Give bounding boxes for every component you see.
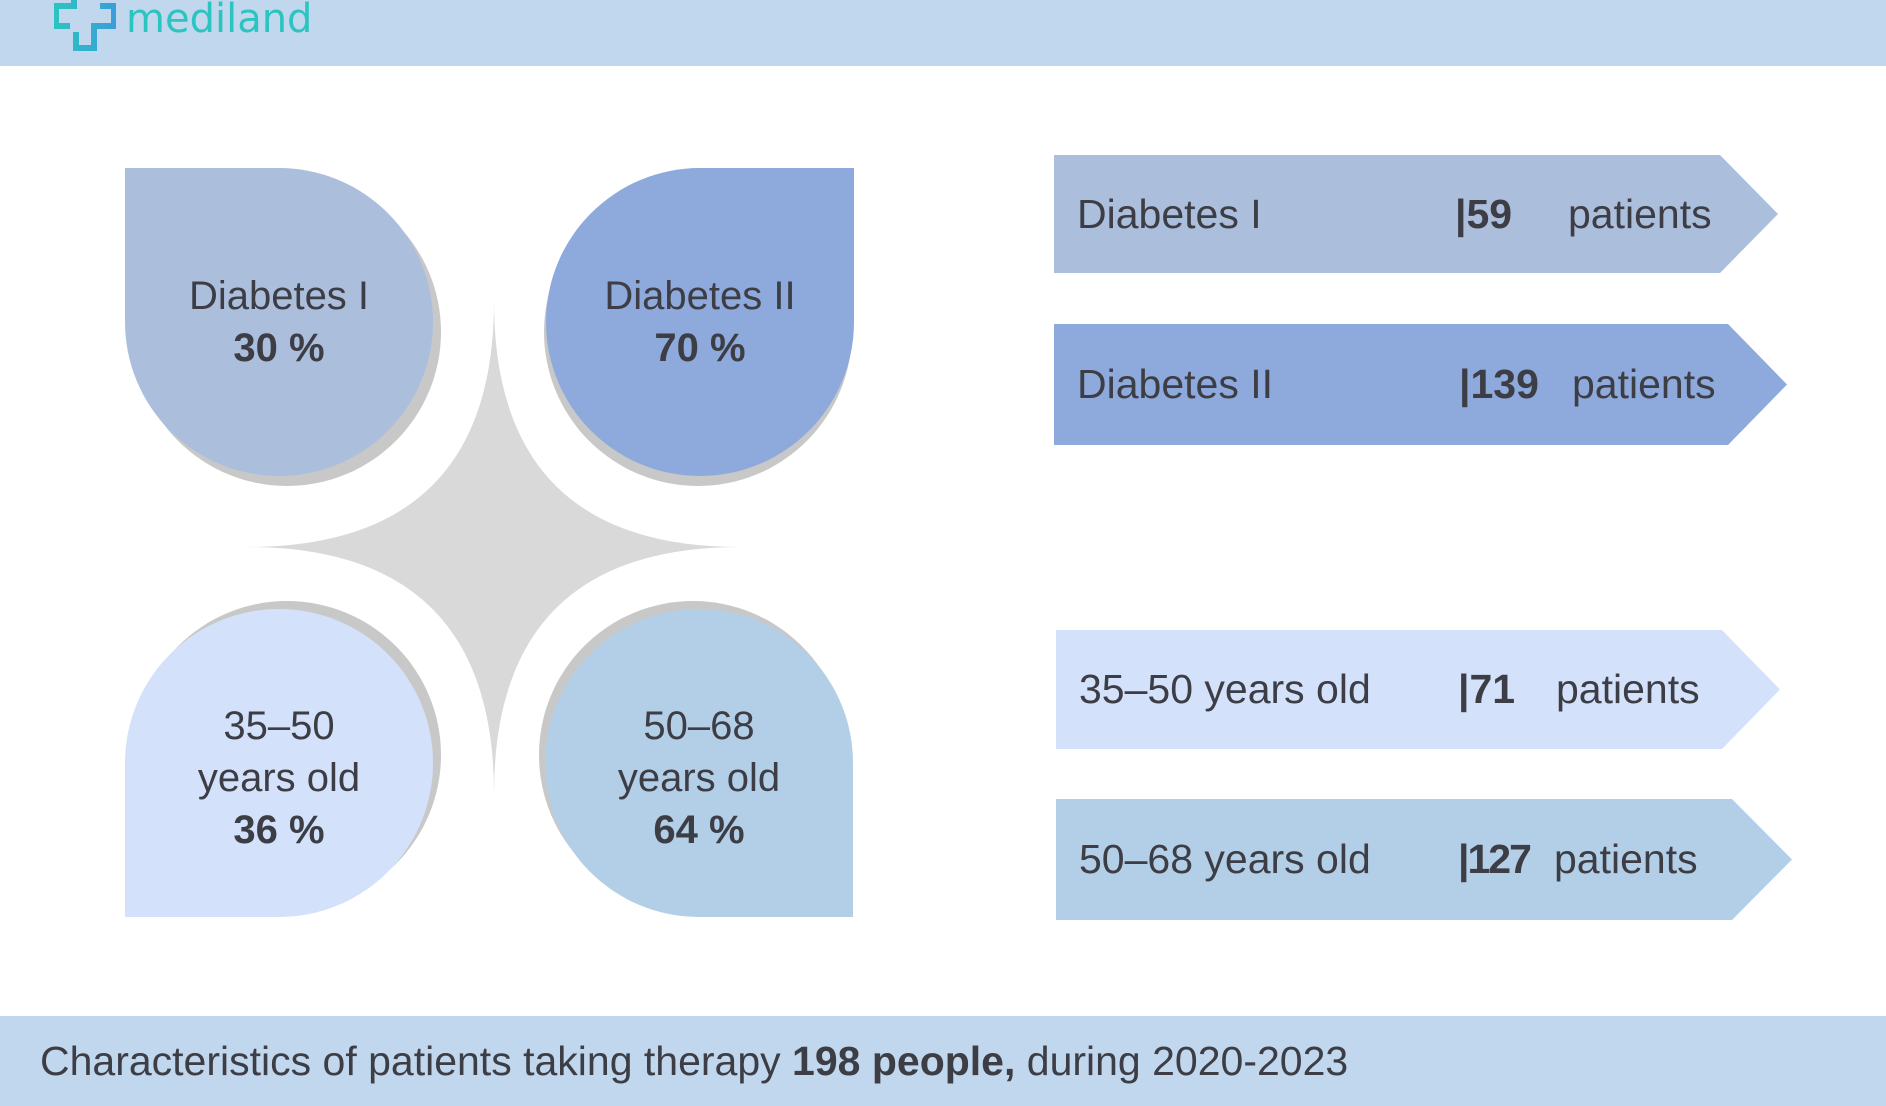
arrow-label: Diabetes I	[1077, 190, 1262, 237]
group-label-line1: 50–68	[643, 704, 755, 748]
arrow-unit: patients	[1568, 190, 1712, 237]
footer-text-before: Characteristics of patients taking thera…	[40, 1038, 793, 1084]
arrow-unit: patients	[1556, 666, 1700, 712]
arrow-count: |59	[1455, 190, 1513, 237]
group-label-line2: years old	[617, 756, 781, 800]
arrow-label: 35–50 years old	[1079, 666, 1371, 712]
footer-caption: Characteristics of patients taking thera…	[40, 1038, 1348, 1085]
group-label: Diabetes II	[604, 274, 796, 318]
age-50-68-percent-shape: 50–68 years old 64 %	[545, 609, 853, 917]
arrow-count: |139	[1459, 361, 1539, 407]
arrow-count: |127	[1458, 836, 1532, 882]
group-label-line2: years old	[197, 756, 361, 800]
arrow-diabetes-1: Diabetes I |59 patients	[1054, 155, 1778, 273]
group-label-line1: 35–50	[223, 704, 335, 748]
arrow-unit: patients	[1572, 361, 1716, 407]
arrow-age-35-50: 35–50 years old |71 patients	[1056, 630, 1780, 749]
medical-cross-icon	[54, 0, 116, 51]
diabetes-2-percent-shape: Diabetes II 70 %	[546, 168, 854, 476]
group-percent: 30 %	[233, 326, 325, 370]
arrow-diabetes-2: Diabetes II |139 patients	[1054, 324, 1787, 445]
arrow-count: |71	[1458, 666, 1516, 712]
footer-text-bold: 198 people,	[792, 1038, 1016, 1084]
group-percent: 36 %	[233, 808, 325, 852]
arrow-age-50-68: 50–68 years old |127 patients	[1056, 799, 1792, 920]
group-percent: 64 %	[653, 808, 745, 852]
diabetes-1-percent-shape: Diabetes I 30 %	[125, 168, 433, 476]
group-label: Diabetes I	[188, 274, 370, 318]
footer-bar: Characteristics of patients taking thera…	[0, 1016, 1886, 1106]
header-bar: mediland	[0, 0, 1886, 66]
arrow-label: 50–68 years old	[1079, 836, 1371, 882]
center-star-shape	[247, 301, 740, 794]
logo-text: mediland	[126, 0, 313, 42]
logo: mediland	[54, 0, 312, 52]
footer-text-after: during 2020-2023	[1015, 1038, 1349, 1084]
age-35-50-percent-shape: 35–50 years old 36 %	[125, 609, 433, 917]
group-percent: 70 %	[654, 326, 746, 370]
arrow-label: Diabetes II	[1077, 361, 1273, 407]
arrow-unit: patients	[1554, 836, 1698, 882]
